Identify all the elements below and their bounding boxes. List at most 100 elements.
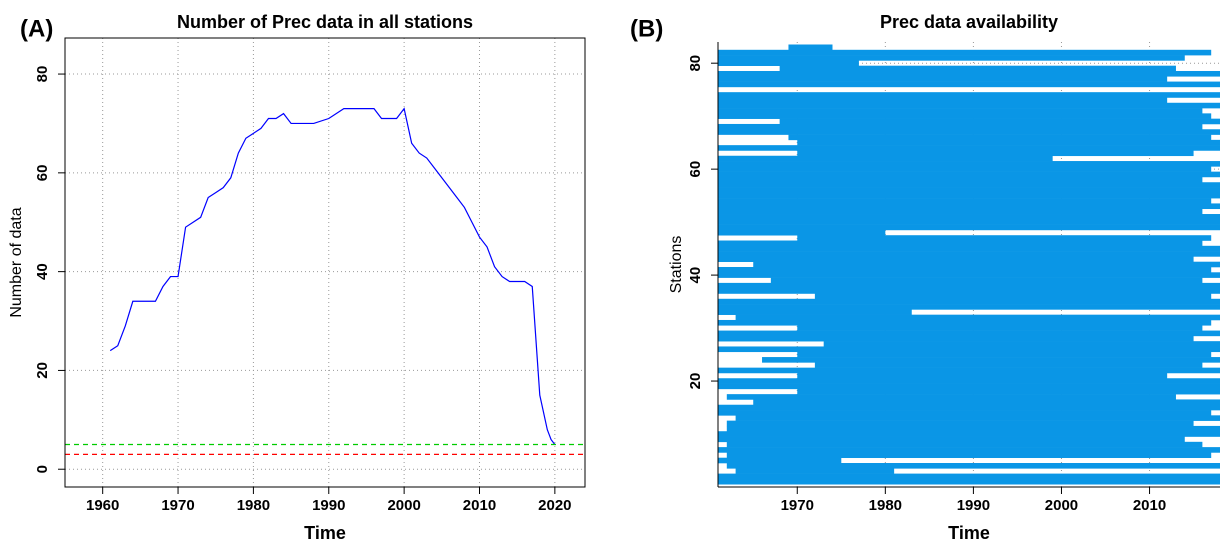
data-line <box>109 107 556 445</box>
availability-bar <box>762 357 1220 363</box>
availability-bar <box>718 102 1220 109</box>
availability-bar <box>814 293 1212 300</box>
x-tick-label: 1990 <box>957 497 990 514</box>
y-tick-label: 80 <box>34 66 51 83</box>
y-axis-label: Number of data <box>8 207 25 317</box>
availability-bar <box>718 187 1220 194</box>
availability-bar <box>718 123 1203 130</box>
availability-bar <box>718 176 1203 183</box>
availability-bar <box>718 436 1185 443</box>
availability-bar <box>788 134 1212 141</box>
availability-bar <box>718 219 1220 225</box>
panel-label: (B) <box>630 15 663 42</box>
availability-bar <box>779 118 1220 125</box>
availability-bar <box>779 65 1176 72</box>
availability-bar <box>718 208 1203 215</box>
availability-bar <box>726 420 1194 427</box>
availability-bar <box>718 92 1220 98</box>
availability-bar <box>814 362 1203 368</box>
availability-bar <box>718 272 1220 278</box>
availability-bar <box>735 468 895 474</box>
availability-bar <box>718 97 1168 104</box>
availability-bar <box>797 139 1220 146</box>
availability-bar <box>797 351 1212 358</box>
availability-bar <box>718 251 1220 257</box>
availability-bar <box>718 447 1220 453</box>
availability-bar <box>718 76 1168 82</box>
x-tick-label: 1990 <box>312 497 345 514</box>
availability-bar <box>718 256 1194 263</box>
availability-bar <box>726 441 1203 448</box>
availability-bar <box>718 298 1220 305</box>
y-tick-label: 40 <box>34 263 51 280</box>
availability-bar <box>718 410 1212 416</box>
availability-bar <box>797 388 1220 395</box>
panel-label: (A) <box>20 15 53 42</box>
availability-bar <box>718 457 842 464</box>
availability-bar <box>788 44 833 51</box>
availability-bar <box>718 182 1220 188</box>
availability-bar <box>718 166 1212 172</box>
availability-bar <box>718 346 1220 353</box>
availability-bar <box>718 203 1220 210</box>
x-tick-label: 2010 <box>1133 497 1166 514</box>
x-tick-label: 2000 <box>1045 497 1078 514</box>
chart-title: Prec data availability <box>880 12 1058 32</box>
availability-bar <box>718 473 1220 480</box>
availability-bar <box>718 155 1053 162</box>
availability-bar <box>753 399 1220 406</box>
availability-bar <box>718 319 1212 326</box>
y-tick-label: 60 <box>687 161 704 178</box>
x-tick-label: 1980 <box>869 497 902 514</box>
availability-bar <box>718 478 1220 485</box>
availability-bar <box>718 81 1220 88</box>
availability-bar <box>718 245 1220 252</box>
availability-bar <box>718 49 1212 56</box>
y-tick-label: 20 <box>687 373 704 390</box>
x-tick-label: 1970 <box>161 497 194 514</box>
x-tick-label: 1980 <box>237 497 270 514</box>
availability-bar <box>718 214 1220 220</box>
availability-bar <box>718 161 1220 167</box>
availability-bar <box>726 452 1212 459</box>
x-tick-label: 1960 <box>86 497 119 514</box>
availability-bar <box>718 113 1212 119</box>
availability-bar <box>718 229 886 236</box>
availability-bar <box>797 372 1168 379</box>
availability-bar <box>718 108 1203 114</box>
availability-bar <box>718 367 1220 374</box>
x-tick-label: 2010 <box>463 497 496 514</box>
availability-bar <box>753 261 1220 268</box>
availability-bar <box>797 150 1194 157</box>
availability-bar <box>718 240 1203 247</box>
availability-bar <box>718 309 912 315</box>
availability-bar <box>823 341 1220 347</box>
availability-bar <box>718 266 1212 273</box>
availability-bar <box>718 171 1220 178</box>
availability-bar <box>718 145 1220 151</box>
availability-bar <box>797 325 1203 331</box>
availability-bar <box>735 415 1220 421</box>
availability-bar <box>718 192 1220 199</box>
availability-bar <box>718 55 1185 61</box>
x-tick-label: 1970 <box>781 497 814 514</box>
y-tick-label: 40 <box>687 267 704 284</box>
y-tick-label: 60 <box>34 165 51 182</box>
availability-bar <box>718 378 1220 384</box>
availability-bar <box>718 330 1220 337</box>
availability-bar <box>718 288 1220 294</box>
availability-bar <box>718 70 1220 77</box>
x-axis-label: Time <box>304 523 346 542</box>
availability-bar <box>718 431 1220 437</box>
availability-bar <box>718 335 1194 342</box>
availability-bar <box>718 129 1220 135</box>
availability-bar <box>726 394 1176 400</box>
x-tick-label: 2000 <box>387 497 420 514</box>
availability-bar <box>726 425 1220 432</box>
chart-title: Number of Prec data in all stations <box>177 12 473 32</box>
x-tick-label: 2020 <box>538 497 571 514</box>
x-axis-label: Time <box>948 523 990 542</box>
y-tick-label: 20 <box>34 362 51 379</box>
y-tick-label: 0 <box>34 465 51 473</box>
